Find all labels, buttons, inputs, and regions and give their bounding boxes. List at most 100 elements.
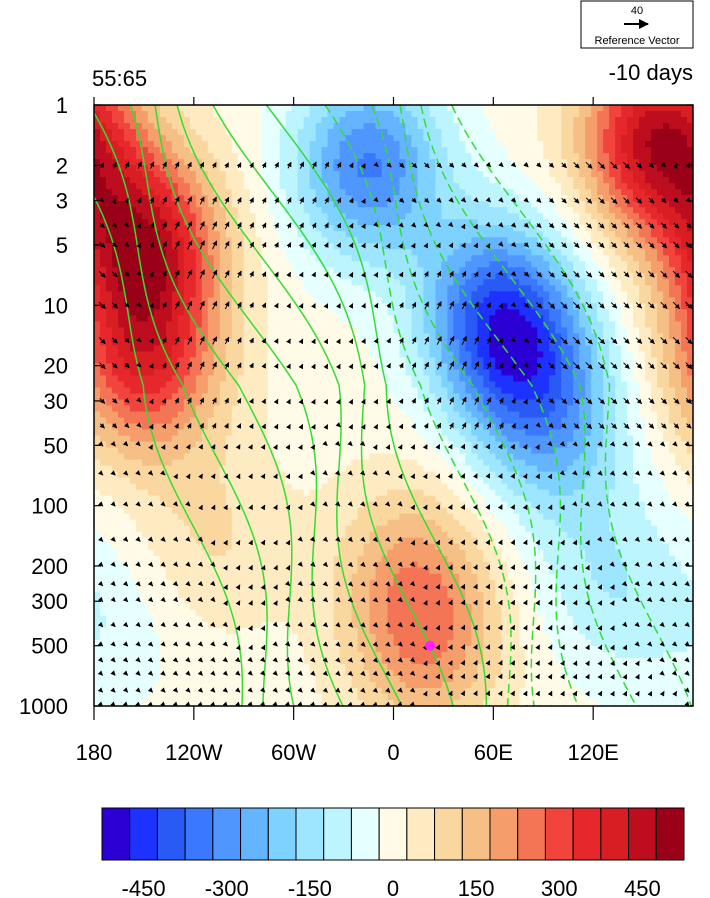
field-cell — [201, 411, 209, 419]
field-cell — [177, 471, 185, 479]
field-cell — [207, 675, 215, 683]
field-cell — [369, 435, 377, 443]
field-cell — [357, 129, 365, 136]
field-cell — [171, 141, 179, 148]
field-cell — [291, 561, 299, 569]
field-cell — [333, 237, 341, 244]
field-cell — [363, 165, 371, 172]
field-cell — [195, 609, 203, 617]
field-cell — [177, 261, 185, 268]
field-cell — [285, 357, 293, 365]
field-cell — [309, 465, 317, 473]
field-cell — [129, 603, 137, 611]
field-cell — [267, 321, 275, 329]
field-cell — [357, 357, 365, 365]
field-cell — [201, 279, 209, 286]
field-cell — [285, 591, 293, 599]
field-cell — [237, 177, 245, 184]
field-cell — [135, 591, 143, 599]
field-cell — [345, 345, 353, 353]
field-cell — [153, 237, 161, 244]
field-cell — [111, 585, 119, 593]
field-cell — [333, 591, 341, 599]
field-cell — [171, 663, 179, 671]
field-cell — [183, 339, 191, 347]
field-cell — [183, 165, 191, 172]
field-cell — [387, 315, 395, 323]
field-cell — [183, 483, 191, 491]
field-cell — [171, 405, 179, 413]
field-cell — [117, 669, 125, 677]
field-cell — [333, 111, 341, 118]
field-cell — [129, 381, 137, 389]
field-cell — [279, 651, 287, 659]
field-cell — [369, 111, 377, 118]
field-cell — [183, 189, 191, 196]
field-cell — [99, 495, 107, 503]
field-cell — [195, 369, 203, 377]
field-cell — [243, 441, 251, 449]
field-cell — [237, 255, 245, 262]
field-cell — [105, 471, 113, 479]
field-cell — [267, 195, 275, 202]
field-cell — [105, 627, 113, 635]
field-cell — [387, 453, 395, 461]
field-cell — [267, 429, 275, 437]
field-cell — [141, 567, 149, 575]
field-cell — [327, 633, 335, 641]
field-cell — [225, 597, 233, 605]
field-cell — [147, 249, 155, 256]
field-cell — [147, 555, 155, 563]
field-cell — [363, 537, 371, 545]
field-cell — [297, 105, 305, 112]
field-cell — [165, 303, 173, 311]
field-cell — [123, 603, 131, 611]
field-cell — [231, 537, 239, 545]
field-cell — [123, 645, 131, 653]
field-cell — [165, 297, 173, 305]
field-cell — [315, 207, 323, 214]
field-cell — [273, 621, 281, 629]
field-cell — [147, 519, 155, 527]
field-cell — [183, 201, 191, 208]
field-cell — [273, 141, 281, 148]
field-cell — [303, 507, 311, 515]
field-cell — [339, 267, 347, 274]
field-cell — [315, 663, 323, 671]
field-cell — [249, 405, 257, 413]
field-cell — [189, 345, 197, 353]
field-cell — [369, 273, 377, 280]
field-cell — [267, 519, 275, 527]
field-cell — [159, 375, 167, 383]
field-cell — [285, 681, 293, 689]
field-cell — [267, 147, 275, 154]
field-cell — [153, 597, 161, 605]
field-cell — [345, 453, 353, 461]
field-cell — [177, 303, 185, 311]
field-cell — [219, 219, 227, 226]
field-cell — [105, 141, 113, 148]
field-cell — [357, 543, 365, 551]
field-cell — [255, 465, 263, 473]
field-cell — [351, 135, 359, 142]
field-cell — [159, 351, 167, 359]
field-cell — [153, 219, 161, 226]
field-cell — [345, 525, 353, 533]
field-cell — [189, 255, 197, 262]
field-cell — [261, 369, 269, 377]
field-cell — [327, 141, 335, 148]
field-cell — [105, 207, 113, 214]
reference-vector-magnitude: 40 — [631, 5, 643, 17]
field-cell — [363, 687, 371, 695]
field-cell — [153, 429, 161, 437]
field-cell — [225, 693, 233, 701]
field-cell — [297, 663, 305, 671]
field-cell — [225, 453, 233, 461]
field-cell — [153, 507, 161, 515]
field-cell — [291, 639, 299, 647]
field-cell — [111, 339, 119, 347]
field-cell — [147, 495, 155, 503]
field-cell — [381, 429, 389, 437]
field-cell — [183, 345, 191, 353]
field-cell — [375, 291, 383, 299]
